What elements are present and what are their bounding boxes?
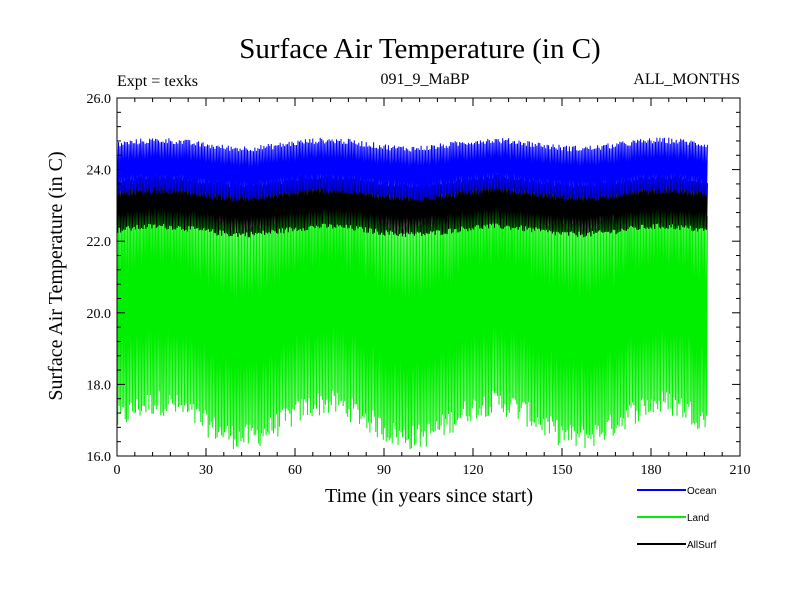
x-tick-label: 90: [377, 463, 391, 478]
series-layer: [116, 137, 708, 450]
x-tick-label: 60: [288, 463, 302, 478]
y-tick-label: 20.0: [87, 307, 112, 322]
x-tick-label: 150: [552, 463, 573, 478]
x-tick-label: 180: [641, 463, 662, 478]
legend-label-land: Land: [687, 513, 709, 524]
y-tick-label: 24.0: [87, 164, 112, 179]
x-tick-label: 30: [199, 463, 213, 478]
x-tick-label: 120: [463, 463, 484, 478]
x-axis-label: Time (in years since start): [325, 485, 533, 507]
months-label: ALL_MONTHS: [633, 71, 740, 88]
axes-layer: 0 30 60 90 120 150 180 210 16.0 18.0 20.0 22.0 24.0 2…: [87, 92, 751, 478]
series-line-land: [116, 177, 708, 450]
series-line-allsurf: [116, 173, 708, 238]
legend-label-allsurf: AllSurf: [687, 540, 717, 551]
series-line-ocean: [116, 137, 708, 202]
y-tick-label: 16.0: [87, 450, 112, 465]
x-tick-label: 0: [114, 463, 121, 478]
legend-label-ocean: Ocean: [687, 486, 716, 497]
run-label: 091_9_MaBP: [381, 71, 470, 88]
legend: Ocean Land AllSurf: [637, 486, 717, 551]
plot-frame: [116, 97, 741, 457]
y-tick-label: 18.0: [87, 378, 112, 393]
chart-title: Surface Air Temperature (in C): [239, 33, 600, 65]
x-tick-label: 210: [730, 463, 751, 478]
y-tick-label: 26.0: [87, 92, 112, 107]
y-axis-label: Surface Air Temperature (in C): [45, 151, 67, 400]
experiment-label: Expt = texks: [117, 73, 198, 90]
y-tick-label: 22.0: [87, 235, 112, 250]
